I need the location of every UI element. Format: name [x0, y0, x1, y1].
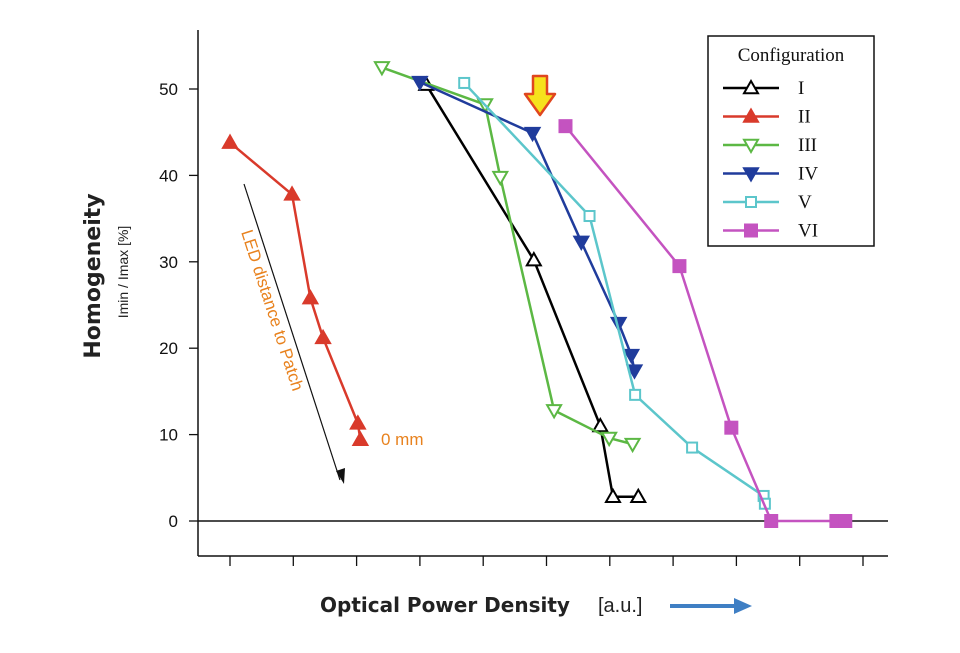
- x-direction-arrow: [670, 598, 752, 614]
- y-tick-label: 20: [159, 339, 178, 358]
- y-tick-label: 0: [169, 512, 178, 531]
- data-point: [221, 133, 239, 149]
- data-point: [600, 431, 618, 448]
- legend-label: II: [798, 107, 811, 128]
- data-point: [629, 388, 642, 401]
- data-point: [629, 487, 648, 504]
- series-II: [221, 133, 370, 447]
- data-point: [622, 348, 641, 365]
- data-point: [491, 170, 510, 187]
- y-tick-label: 30: [159, 253, 178, 272]
- data-point: [545, 404, 563, 420]
- data-point: [604, 487, 622, 504]
- data-point: [672, 259, 687, 274]
- legend-marker: [742, 107, 760, 123]
- series-line: [381, 66, 633, 446]
- legend-item: V: [723, 192, 812, 213]
- legend-marker: [742, 78, 760, 95]
- y-tick-label: 40: [159, 166, 178, 185]
- legend-item: IV: [723, 164, 818, 185]
- data-point: [283, 185, 301, 201]
- legend-marker: [744, 223, 758, 238]
- data-point: [349, 414, 367, 430]
- data-point: [572, 235, 591, 251]
- legend-title: Configuration: [738, 45, 845, 66]
- series-VI: [558, 119, 853, 528]
- legend-label: III: [798, 135, 817, 156]
- legend-label: VI: [798, 221, 818, 242]
- data-point: [625, 364, 644, 380]
- data-point: [301, 289, 320, 305]
- legend-marker: [742, 167, 760, 183]
- legend-item: II: [723, 107, 811, 128]
- legend-label: V: [798, 192, 812, 213]
- x-axis-unit: [a.u.]: [598, 595, 642, 617]
- data-point: [764, 514, 779, 528]
- data-point: [623, 437, 642, 454]
- x-ticks: [229, 556, 864, 566]
- data-point: [373, 61, 391, 77]
- y-tick-label: 50: [159, 80, 178, 99]
- series-line: [229, 141, 362, 440]
- data-point: [458, 76, 471, 89]
- legend-box: [707, 35, 875, 247]
- data-point: [583, 210, 596, 223]
- data-point: [558, 119, 573, 134]
- led-distance-arrow: [243, 183, 345, 484]
- data-point: [724, 420, 739, 435]
- data-point: [351, 430, 370, 447]
- data-point: [838, 514, 853, 528]
- data-point: [686, 441, 699, 454]
- y-axis-subtitle: Imin / Imax [%]: [115, 226, 131, 319]
- data-point: [314, 328, 332, 345]
- data-point: [523, 126, 542, 143]
- data-point: [525, 251, 543, 267]
- x-axis-title: Optical Power Density: [320, 593, 570, 617]
- y-axis-title: Homogeneity: [81, 193, 106, 358]
- legend-marker: [745, 196, 757, 208]
- legend-marker: [742, 138, 760, 155]
- data-point: [591, 416, 610, 433]
- legend-item: III: [723, 135, 817, 156]
- y-ticks: 0 10 20 30 40 50: [159, 80, 198, 531]
- legend-item: VI: [723, 221, 818, 242]
- legend-label: I: [798, 78, 804, 99]
- highlight-arrow-icon: [523, 74, 557, 117]
- series-IV: [411, 75, 644, 380]
- led-distance-label: LED distance to Patch: [237, 227, 307, 393]
- series-layer: [221, 61, 853, 528]
- y-tick-label: 10: [159, 426, 178, 445]
- legend-label: IV: [798, 164, 818, 185]
- zero-mm-label: 0 mm: [381, 430, 424, 449]
- data-point: [411, 75, 429, 92]
- legend-item: I: [723, 78, 804, 99]
